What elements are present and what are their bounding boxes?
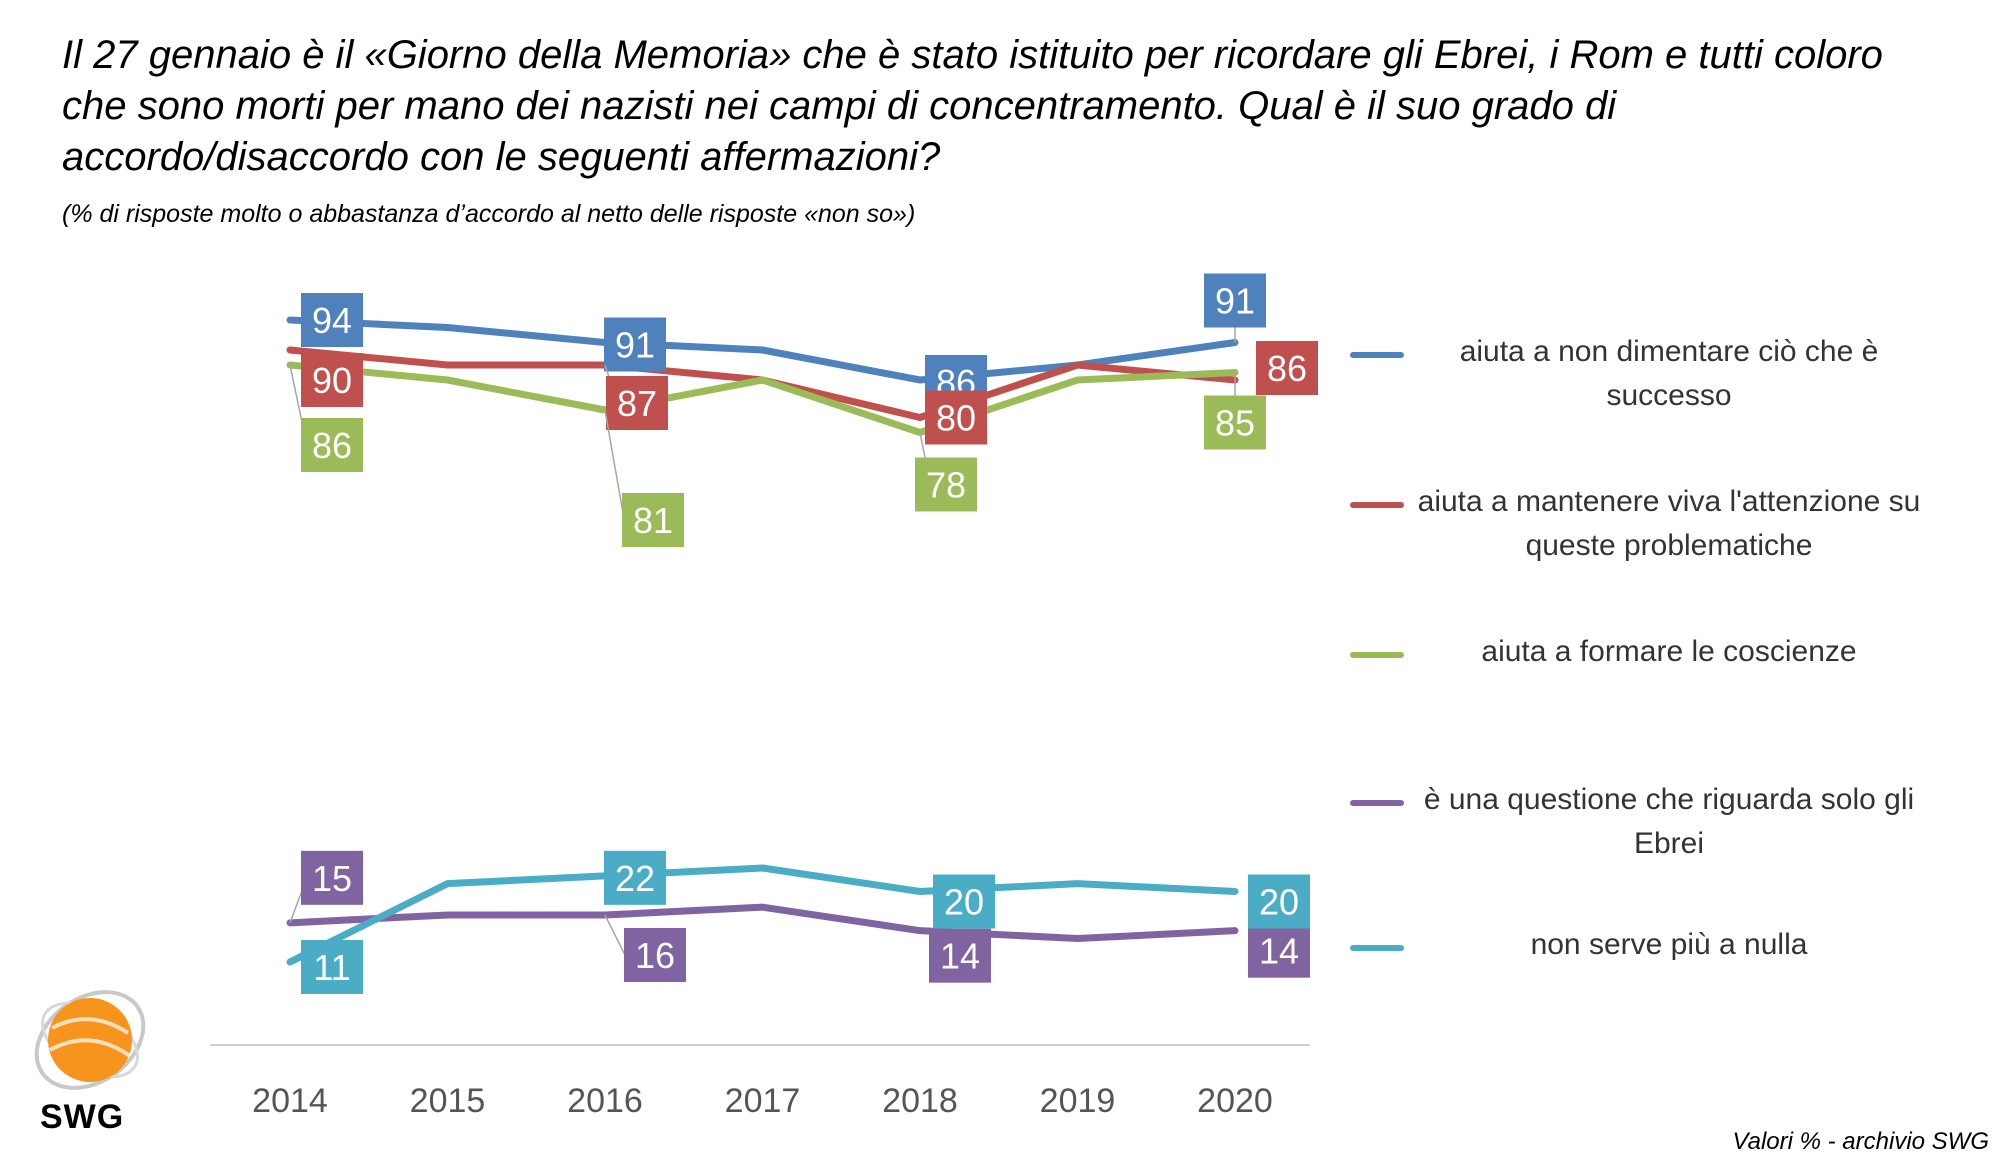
x-tick-label: 2018 [882, 1082, 958, 1120]
legend-label: non serve più a nulla [1530, 928, 1808, 961]
data-label: 15 [301, 850, 363, 905]
series-line [286, 864, 1239, 966]
data-label-text: 81 [633, 500, 673, 541]
data-label: 20 [933, 874, 995, 929]
data-label-box [624, 928, 686, 982]
data-label-text: 20 [1259, 882, 1299, 923]
x-tick-label: 2014 [252, 1082, 328, 1120]
series-line [286, 361, 1239, 436]
data-label-text: 80 [936, 398, 976, 439]
data-label: 81 [622, 493, 684, 547]
legend-swatch [1350, 652, 1404, 658]
swg-logo-icon [34, 990, 146, 1090]
data-label-text: 78 [926, 465, 966, 506]
data-label-text: 85 [1215, 403, 1255, 444]
data-label: 16 [624, 928, 686, 982]
data-label-box [301, 418, 363, 472]
data-label-box [604, 317, 666, 372]
data-label: 86 [301, 418, 363, 472]
chart-subtitle: (% di risposte molto o abbastanza d’acco… [62, 200, 916, 228]
data-label-box [933, 874, 995, 929]
data-label-text: 20 [944, 882, 984, 923]
data-label-text: 14 [1259, 931, 1299, 972]
data-label: 86 [1256, 341, 1318, 395]
data-label-text: 86 [1267, 348, 1307, 389]
x-tick-layer: 2014 2015 2016 2017 2018 2019 2020 [252, 1082, 1273, 1120]
x-tick-label: 2015 [410, 1082, 486, 1120]
data-label-text: 15 [312, 858, 352, 899]
data-label: 85 [1204, 395, 1266, 450]
legend-label: aiuta a non dimentare ciò che è successo [1459, 335, 1879, 412]
data-label-box [1204, 273, 1266, 328]
data-label-box [622, 493, 684, 547]
x-tick-label: 2020 [1197, 1082, 1273, 1120]
data-label: 94 [301, 293, 363, 347]
data-label-text: 14 [940, 936, 980, 977]
data-label-box [925, 390, 987, 445]
series-layer [286, 316, 1239, 966]
data-label-box [1248, 923, 1310, 978]
data-label-box [929, 928, 991, 983]
data-label-text: 11 [313, 947, 350, 988]
data-label: 91 [1204, 273, 1266, 328]
data-label: 14 [1248, 923, 1310, 978]
data-label: 20 [1248, 874, 1310, 929]
data-label-text: 86 [312, 425, 352, 466]
data-label: 14 [929, 928, 991, 983]
source-note: Valori % - archivio SWG [1732, 1128, 1990, 1155]
data-label-text: 94 [312, 300, 352, 341]
legend-label: è una questione che riguarda solo gli Eb… [1423, 783, 1915, 860]
data-label-box [301, 293, 363, 347]
data-label-box [1248, 874, 1310, 929]
data-label-box [301, 850, 363, 905]
legend-swatch [1350, 945, 1404, 951]
legend-swatch [1350, 352, 1404, 358]
data-label-text: 22 [615, 858, 655, 899]
legend-swatch [1350, 800, 1404, 806]
logo-text: SWG [40, 1098, 125, 1136]
data-label-box [606, 376, 668, 430]
data-label: 91 [604, 317, 666, 372]
data-label: 87 [606, 376, 668, 430]
data-label: 11 [301, 940, 363, 994]
data-label: 90 [301, 353, 363, 407]
data-label-box [1204, 395, 1266, 450]
data-label-text: 91 [1215, 281, 1255, 322]
series-line [286, 316, 1239, 384]
data-label: 80 [925, 390, 987, 445]
data-label-box [1256, 341, 1318, 395]
data-label-box [604, 850, 666, 905]
data-label-box [301, 940, 363, 994]
data-label-text: 90 [312, 360, 352, 401]
legend-label: aiuta a formare le coscienze [1481, 635, 1857, 668]
data-label: 78 [915, 457, 977, 512]
data-label-text: 87 [617, 383, 657, 424]
legend-swatch [1350, 502, 1404, 508]
x-tick-label: 2017 [725, 1082, 801, 1120]
data-label: 22 [604, 850, 666, 905]
data-label-box [301, 353, 363, 407]
data-label-text: 91 [615, 325, 655, 366]
series-line [286, 903, 1239, 942]
x-tick-label: 2016 [567, 1082, 643, 1120]
data-label-text: 16 [635, 935, 675, 976]
data-label-box [915, 457, 977, 512]
chart-title: Il 27 gennaio è il «Giorno della Memoria… [62, 33, 1883, 179]
x-tick-label: 2019 [1040, 1082, 1116, 1120]
legend-label: aiuta a mantenere viva l'attenzione su q… [1417, 485, 1921, 562]
